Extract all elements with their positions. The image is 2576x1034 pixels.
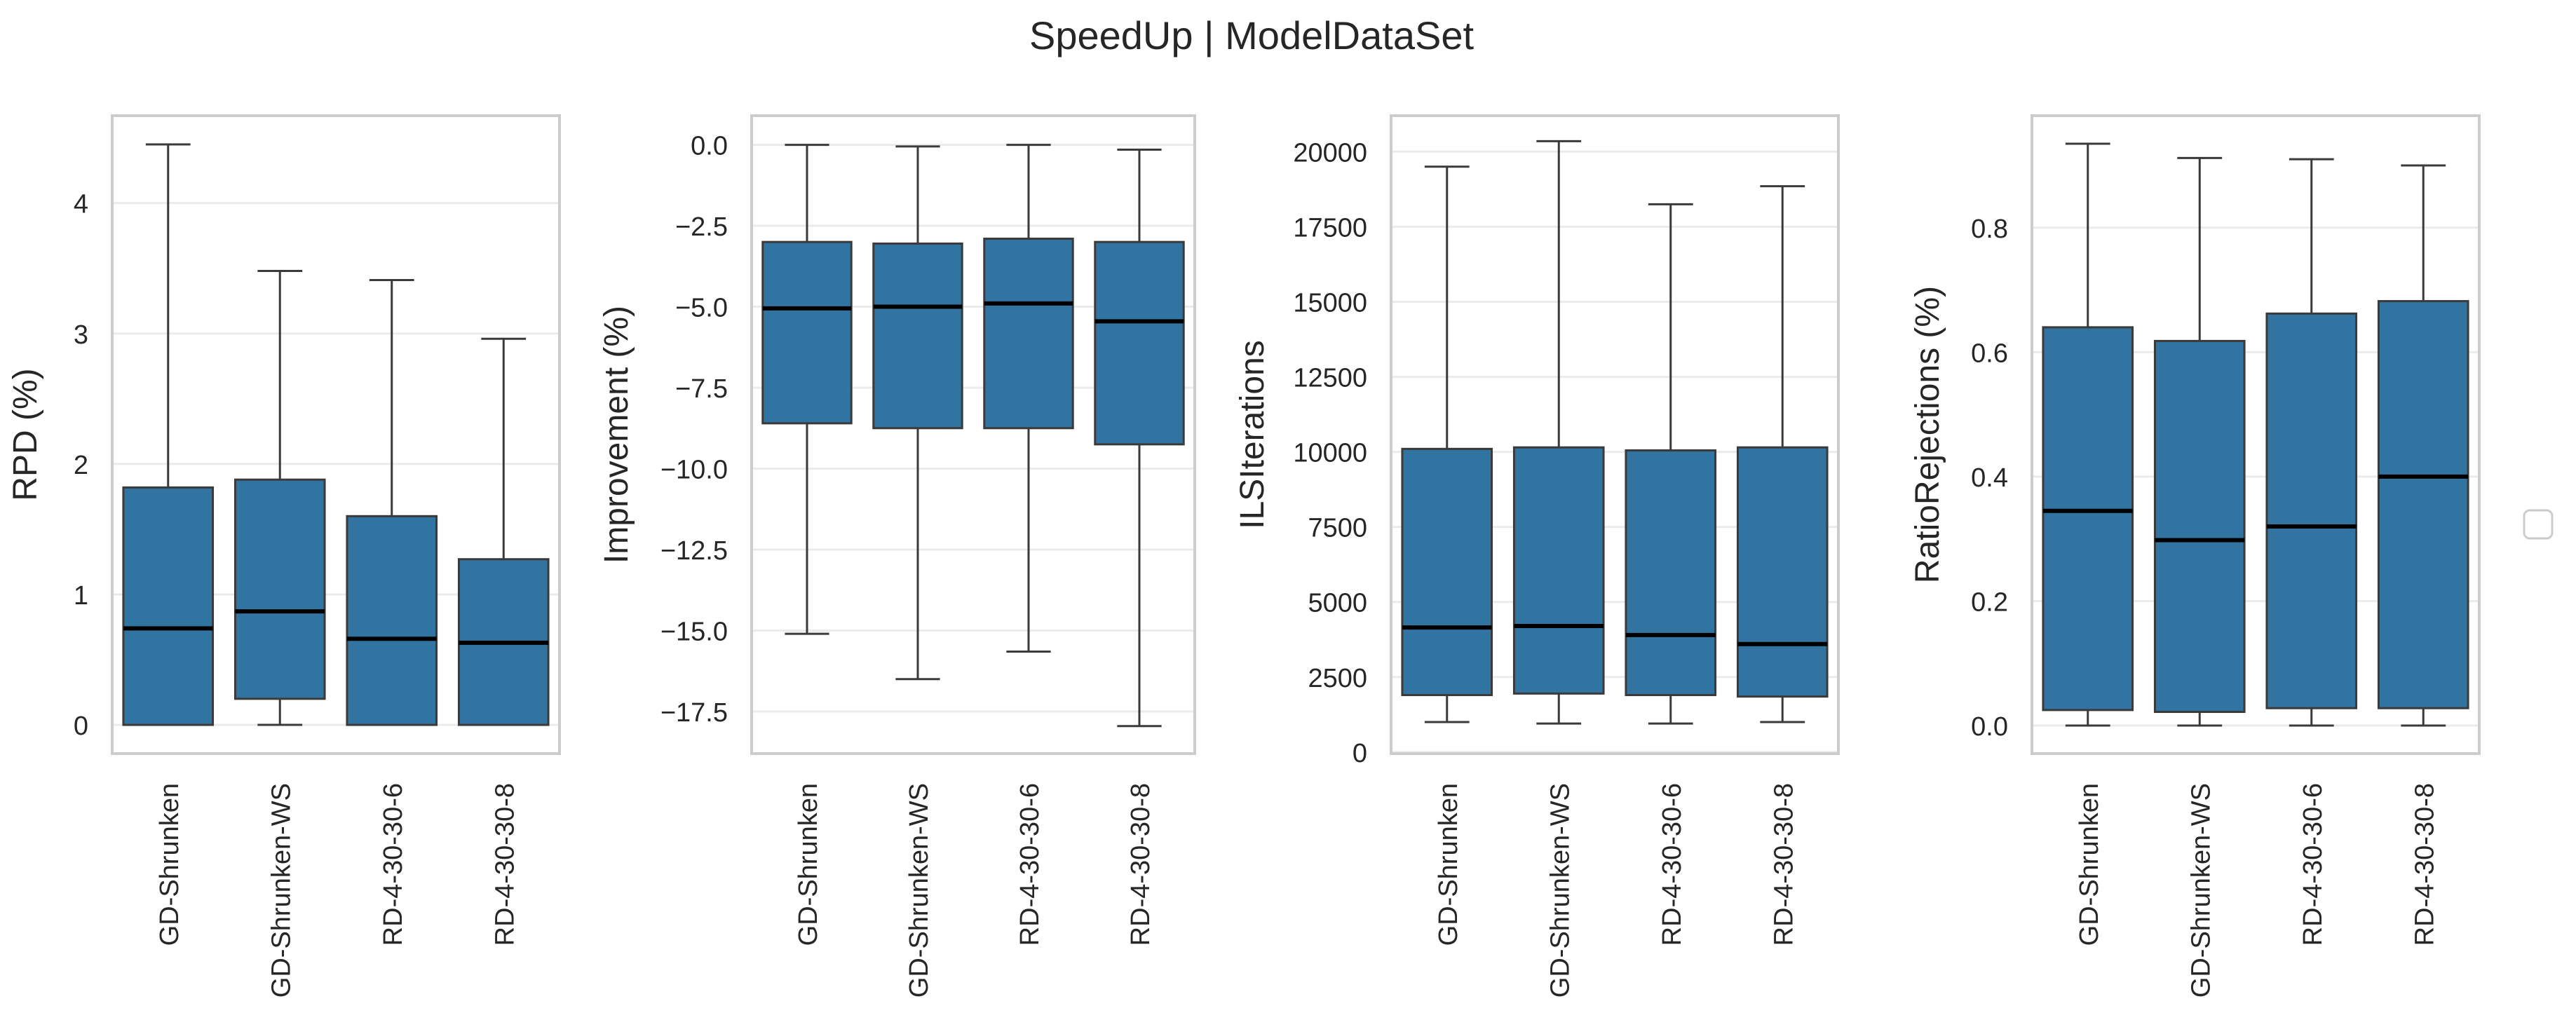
x-tick-label: GD-Shrunken-WS (2186, 783, 2216, 998)
iqr-box (872, 242, 963, 430)
y-tick-label: 5000 (1308, 589, 1367, 618)
y-tick-label: 0.2 (1971, 587, 2008, 617)
iqr-box (1401, 447, 1493, 696)
box-GD-Shrunken-WS (872, 145, 963, 681)
iqr-box (761, 240, 853, 425)
x-tick-label: GD-Shrunken (1434, 783, 1463, 946)
iqr-box (346, 515, 438, 726)
iqr-box (1625, 449, 1717, 696)
box-GD-Shrunken-WS (2153, 156, 2246, 727)
box-RD-4-30-30-6 (346, 278, 438, 726)
y-tick-label: 0.6 (1971, 339, 2008, 368)
y-tick-label: −12.5 (660, 536, 728, 566)
chart-panel-3: 0 2500 5000 7500 10000 12500 15000 17500 20000 IL… (1234, 114, 1840, 998)
y-tick-label: 17500 (1293, 213, 1367, 243)
y-tick-label: 0 (74, 712, 88, 741)
iqr-box (122, 486, 215, 726)
box-GD-Shrunken-WS (1512, 140, 1605, 725)
y-tick-label: 15000 (1293, 289, 1367, 318)
chart-panel-4: 0.0 0.2 0.4 0.6 0.8 RatioRejections (%) GD-Shr… (1909, 114, 2481, 998)
y-axis-label: RPD (%) (7, 368, 44, 501)
iqr-box (2265, 312, 2358, 709)
y-tick-label: −10.0 (660, 456, 728, 485)
box-RD-4-30-30-8 (1736, 185, 1829, 723)
box-RD-4-30-30-6 (983, 144, 1074, 653)
y-tick-label: −2.5 (675, 212, 728, 242)
box-GD-Shrunken (1401, 165, 1493, 723)
iqr-box (983, 238, 1074, 430)
y-tick-label: 0.0 (691, 132, 728, 161)
iqr-box (1736, 446, 1829, 698)
box-RD-4-30-30-8 (2377, 164, 2469, 727)
y-tick-label: −15.0 (660, 617, 728, 646)
chart-panel-2: 0.0 −2.5 −5.0 −7.5 −10.0 −12.5 −15.0 −17.5 Impro… (598, 114, 1196, 998)
y-tick-label: 12500 (1293, 364, 1367, 393)
iqr-box (2153, 339, 2246, 714)
y-axis-label: ILSIterations (1234, 340, 1271, 529)
y-tick-label: 0 (1353, 739, 1367, 768)
axes-frame (750, 114, 1196, 755)
y-tick-label: 2 (74, 451, 88, 480)
x-tick-label: GD-Shrunken-WS (266, 783, 296, 998)
x-tick-label: RD-4-30-30-6 (1658, 783, 1687, 946)
legend-box (2523, 509, 2554, 540)
y-tick-label: 7500 (1308, 514, 1367, 543)
y-tick-label: 1 (74, 581, 88, 611)
x-tick-label: RD-4-30-30-6 (379, 783, 408, 946)
y-tick-label: −5.0 (675, 294, 728, 323)
box-RD-4-30-30-6 (2265, 158, 2358, 727)
box-RD-4-30-30-8 (1094, 149, 1185, 728)
x-tick-label: RD-4-30-30-8 (1769, 783, 1798, 946)
x-tick-label: RD-4-30-30-6 (2298, 783, 2328, 946)
y-tick-label: 4 (74, 190, 88, 219)
figure-title: SpeedUp | ModelDataSet (1029, 13, 1474, 57)
y-tick-label: 20000 (1293, 138, 1367, 168)
iqr-box (2377, 300, 2469, 709)
iqr-box (1512, 446, 1605, 695)
y-axis-label: RatioRejections (%) (1909, 286, 1946, 583)
y-tick-label: 0.4 (1971, 463, 2008, 493)
x-tick-label: RD-4-30-30-8 (490, 783, 520, 946)
chart-panel-1: 0 1 2 3 4 RPD (%) GD-Shrunken GD-Shrunken-WS RD-… (7, 114, 561, 998)
box-GD-Shrunken (122, 143, 215, 726)
iqr-box (233, 478, 326, 700)
x-tick-label: GD-Shrunken (2075, 783, 2104, 946)
y-tick-label: 0.0 (1971, 712, 2008, 742)
x-tick-label: RD-4-30-30-8 (1126, 783, 1155, 946)
box-GD-Shrunken (2042, 142, 2134, 727)
iqr-box (1094, 240, 1185, 446)
y-tick-label: 2500 (1308, 664, 1367, 693)
x-tick-label: GD-Shrunken (155, 783, 184, 946)
axes-frame (1390, 114, 1840, 755)
y-tick-label: 10000 (1293, 439, 1367, 468)
x-tick-label: GD-Shrunken (794, 783, 823, 946)
chart-panels: 0 1 2 3 4 RPD (%) GD-Shrunken GD-Shrunken-WS RD-… (7, 114, 2481, 998)
y-tick-label: −17.5 (660, 698, 728, 728)
axes-frame (2031, 114, 2481, 755)
x-tick-label: RD-4-30-30-6 (1015, 783, 1045, 946)
box-GD-Shrunken (761, 144, 853, 635)
box-GD-Shrunken-WS (233, 269, 326, 726)
iqr-box (2042, 326, 2134, 712)
box-RD-4-30-30-8 (457, 337, 550, 726)
axes-frame (111, 114, 561, 755)
x-tick-label: GD-Shrunken-WS (904, 783, 934, 998)
y-tick-label: 0.8 (1971, 215, 2008, 244)
box-RD-4-30-30-6 (1625, 203, 1717, 725)
y-tick-label: −7.5 (675, 374, 728, 404)
x-tick-label: RD-4-30-30-8 (2410, 783, 2439, 946)
y-axis-label: Improvement (%) (598, 306, 635, 564)
x-tick-label: GD-Shrunken-WS (1545, 783, 1575, 998)
y-tick-label: 3 (74, 320, 88, 350)
